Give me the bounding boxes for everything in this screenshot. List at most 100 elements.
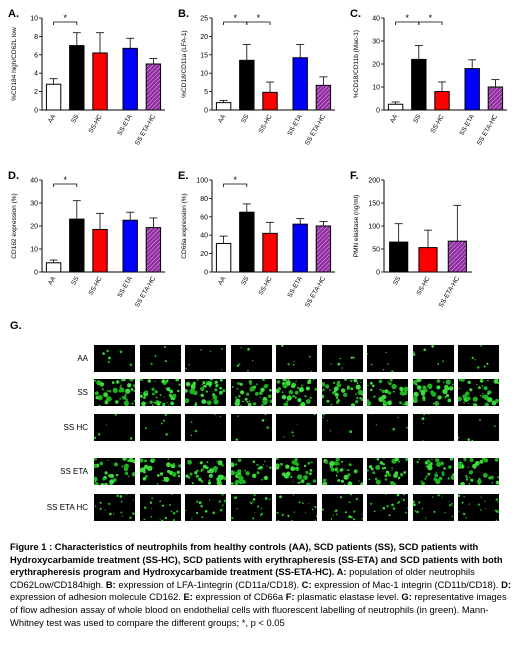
caption-d-label: D: [501, 578, 511, 590]
fluorescence-image [458, 379, 499, 406]
y-tick-label: 50 [372, 247, 380, 254]
x-tick-label: SS [392, 275, 403, 287]
fluorescence-image [185, 414, 226, 441]
y-tick-label: 0 [34, 108, 38, 115]
panel-letter-c: C. [350, 8, 361, 20]
bar [315, 225, 332, 273]
chart-a-svg: %CD184 high/CD62L low 0 2 4 6 8 10 AA SS SS-HC SS-… [11, 13, 165, 147]
bar [122, 219, 138, 273]
figure-caption: Figure 1 : Characteristics of neutrophil… [10, 541, 515, 629]
x-tick-label: SS ETA-HC [304, 275, 327, 308]
y-tick-label: 150 [368, 201, 380, 208]
fluorescence-image [94, 494, 135, 521]
y-tick-label: 25 [200, 16, 208, 23]
y-tick-label: 15 [200, 52, 208, 59]
fluorescence-image [276, 345, 317, 372]
caption-f-label: F: [285, 591, 295, 603]
y-axis-label: %CD18/CD11b (Mac-1) [353, 30, 360, 98]
x-tick-label: SS-ETA [458, 113, 476, 137]
y-tick-label: 0 [376, 108, 380, 115]
x-tick-label: AA [217, 275, 228, 287]
y-tick-label: 0 [376, 270, 380, 277]
significance-bracket [246, 21, 271, 25]
significance-bracket [53, 183, 78, 187]
bar [262, 91, 278, 111]
significance-star: * [257, 13, 261, 23]
bar [292, 223, 308, 273]
x-tick-label: SS ETA-HC [304, 113, 327, 146]
fluorescence-image [458, 494, 499, 521]
fluorescence-image [230, 458, 272, 485]
fluorescence-image [185, 458, 226, 485]
fluorescence-image [458, 458, 499, 485]
panel-letter-b: B. [178, 8, 189, 20]
y-tick-label: 0 [204, 270, 208, 277]
x-tick-label: AA [217, 113, 228, 125]
significance-bracket [223, 183, 248, 187]
bar [411, 58, 427, 111]
significance-star: * [405, 13, 409, 23]
x-tick-label: SS-HC [88, 275, 104, 296]
chart-panel-a: A. %CD184 high/CD62L low 0 2 4 6 8 10 AA SS SS-HC… [8, 6, 173, 154]
caption-b-text: expression of LFA-1integrin (CD11a/CD18)… [118, 578, 300, 590]
y-tick-label: 20 [372, 62, 380, 69]
y-tick-label: 10 [30, 16, 38, 23]
y-tick-label: 20 [200, 251, 208, 258]
fluorescence-image [367, 414, 408, 441]
image-row-label: AA [77, 354, 88, 363]
x-tick-label: SS-HC [258, 113, 274, 134]
fluorescence-image [94, 345, 135, 372]
y-tick-label: 100 [368, 224, 380, 231]
fluorescence-image [230, 379, 272, 406]
fluorescence-image [276, 379, 317, 406]
caption-g-text: representative images of flow adhesion a… [10, 591, 507, 628]
panel-letter-a: A. [8, 8, 19, 20]
bar [434, 91, 450, 111]
fluorescence-image [94, 379, 135, 406]
bar [389, 241, 409, 273]
image-row-label: SS ETA HC [46, 503, 88, 512]
fluorescence-image [185, 345, 226, 372]
bar [215, 242, 232, 273]
x-tick-label: SS-ETA [286, 275, 304, 299]
x-tick-label: AA [47, 113, 58, 125]
x-tick-label: SS [70, 275, 81, 287]
fluorescence-image [139, 379, 181, 406]
significance-star: * [233, 175, 237, 185]
y-tick-label: 40 [372, 16, 380, 23]
y-tick-label: 10 [30, 247, 38, 254]
fluorescence-image [412, 494, 454, 521]
fluorescence-image [230, 494, 272, 521]
bar [464, 68, 480, 111]
fluorescence-image [321, 494, 363, 521]
x-tick-label: SS ETA-HC [476, 113, 499, 146]
bar [447, 240, 467, 273]
chart-e-svg: CD66a expression (%) 0 20 40 60 80 100 AA SS SS-H… [181, 175, 335, 309]
panel-letter-f: F. [350, 170, 359, 182]
caption-a-text: population of older neutrophils CD62Low/… [10, 566, 475, 590]
fluorescence-image [276, 494, 317, 521]
significance-bracket [418, 21, 443, 25]
chart-panel-b: B. %CD18/CD11a (LFA-1) 0 5 10 15 20 25 AA SS SS-H… [178, 6, 343, 154]
y-tick-label: 0 [34, 270, 38, 277]
x-tick-label: SS ETA-HC [134, 113, 157, 146]
significance-star: * [233, 13, 237, 23]
caption-b-label: B: [105, 578, 116, 590]
chart-panel-c: C. %CD18/CD11b (Mac-1) 0 10 20 30 40 AA SS SS-HC… [350, 6, 515, 154]
fluorescence-image [321, 345, 363, 372]
panel-letter-e: E. [178, 170, 189, 182]
y-tick-label: 20 [200, 34, 208, 41]
fluorescence-image [367, 379, 408, 406]
bar [292, 57, 308, 111]
bar [239, 211, 255, 273]
x-tick-label: SS-HC [416, 275, 432, 296]
fluorescence-image [367, 458, 408, 485]
bar [69, 45, 85, 111]
bar [239, 59, 255, 111]
fluorescence-image [185, 494, 226, 521]
y-tick-label: 200 [368, 178, 380, 185]
fluorescence-image [139, 414, 181, 441]
fluorescence-image [458, 414, 499, 441]
fluorescence-image [412, 345, 454, 372]
y-tick-label: 80 [200, 196, 208, 203]
